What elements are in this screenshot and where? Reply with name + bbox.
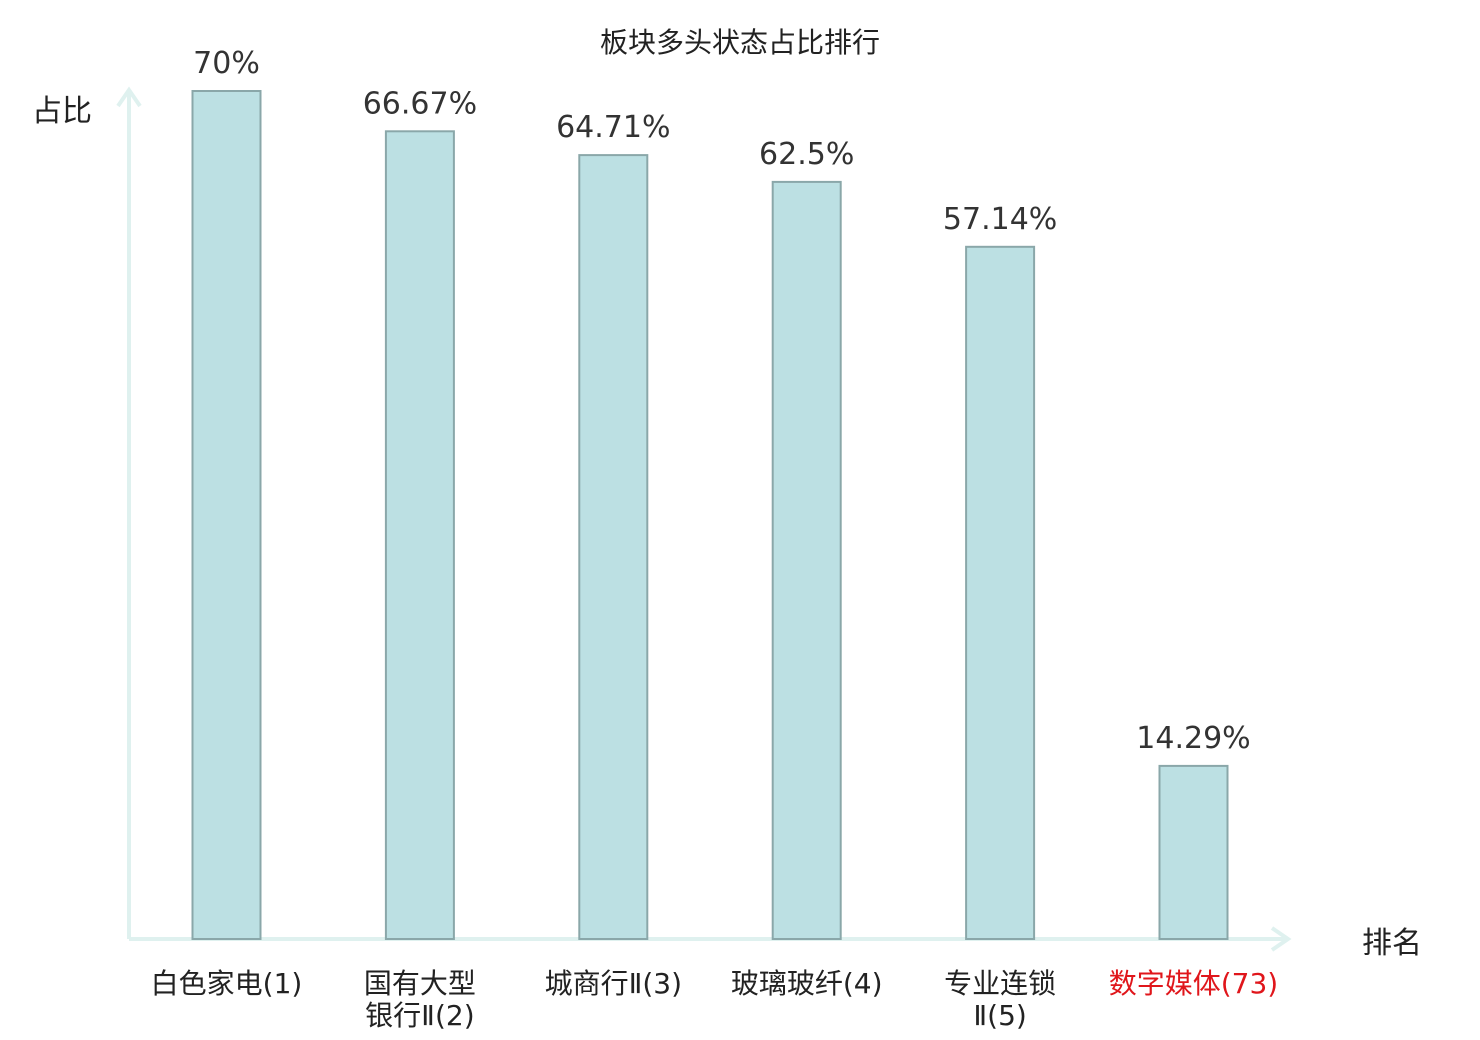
x-axis-arrowhead	[1270, 926, 1292, 952]
category-label-3: 城商行Ⅱ(3)	[545, 967, 682, 1000]
category-label-line: 玻璃玻纤(4)	[731, 967, 883, 1000]
category-label-1: 白色家电(1)	[151, 967, 303, 1000]
category-label-line: 专业连锁	[944, 967, 1056, 1000]
y-axis-arrowhead	[116, 86, 142, 108]
category-label-line: 国有大型	[364, 967, 476, 1000]
category-label-6: 数字媒体(73)	[1109, 967, 1278, 1000]
value-label-4: 62.5%	[759, 137, 854, 172]
value-label-5: 57.14%	[943, 202, 1057, 237]
category-labels-group: 白色家电(1) 国有大型银行Ⅱ(2) 城商行Ⅱ(3) 玻璃玻纤(4) 专业连锁 Ⅱ(5) 数…	[151, 967, 1279, 1032]
bar-2	[384, 130, 455, 941]
value-label-2: 66.67%	[363, 86, 477, 121]
x-axis-label: 排名	[1362, 926, 1422, 961]
chart-title: 板块多头状态占比排行	[600, 26, 880, 59]
category-label-5: 专业连锁 Ⅱ(5)	[944, 967, 1056, 1032]
value-label-1: 70%	[193, 46, 260, 81]
value-label-6: 14.29%	[1136, 721, 1250, 756]
category-label-4: 玻璃玻纤(4)	[731, 967, 883, 1000]
value-labels-group: 70% 66.67% 64.71% 62.5% 57.14% 14.29%	[193, 46, 1251, 756]
axes	[116, 86, 1292, 952]
category-label-line: 白色家电(1)	[151, 967, 303, 1000]
bars-group	[191, 90, 1229, 941]
category-label-line: Ⅱ(5)	[973, 999, 1026, 1032]
category-label-2: 国有大型银行Ⅱ(2)	[364, 967, 476, 1032]
bar-3	[578, 154, 649, 941]
bar-6	[1158, 764, 1229, 941]
y-axis-label: 占比	[32, 94, 92, 129]
bar-4	[771, 180, 842, 940]
category-label-line: 城商行Ⅱ(3)	[545, 967, 682, 1000]
bar-5	[965, 245, 1036, 941]
category-label-line: 数字媒体(73)	[1109, 967, 1278, 1000]
bar-1	[191, 90, 262, 940]
category-label-line: 银行Ⅱ(2)	[365, 999, 474, 1032]
value-label-3: 64.71%	[556, 110, 670, 145]
